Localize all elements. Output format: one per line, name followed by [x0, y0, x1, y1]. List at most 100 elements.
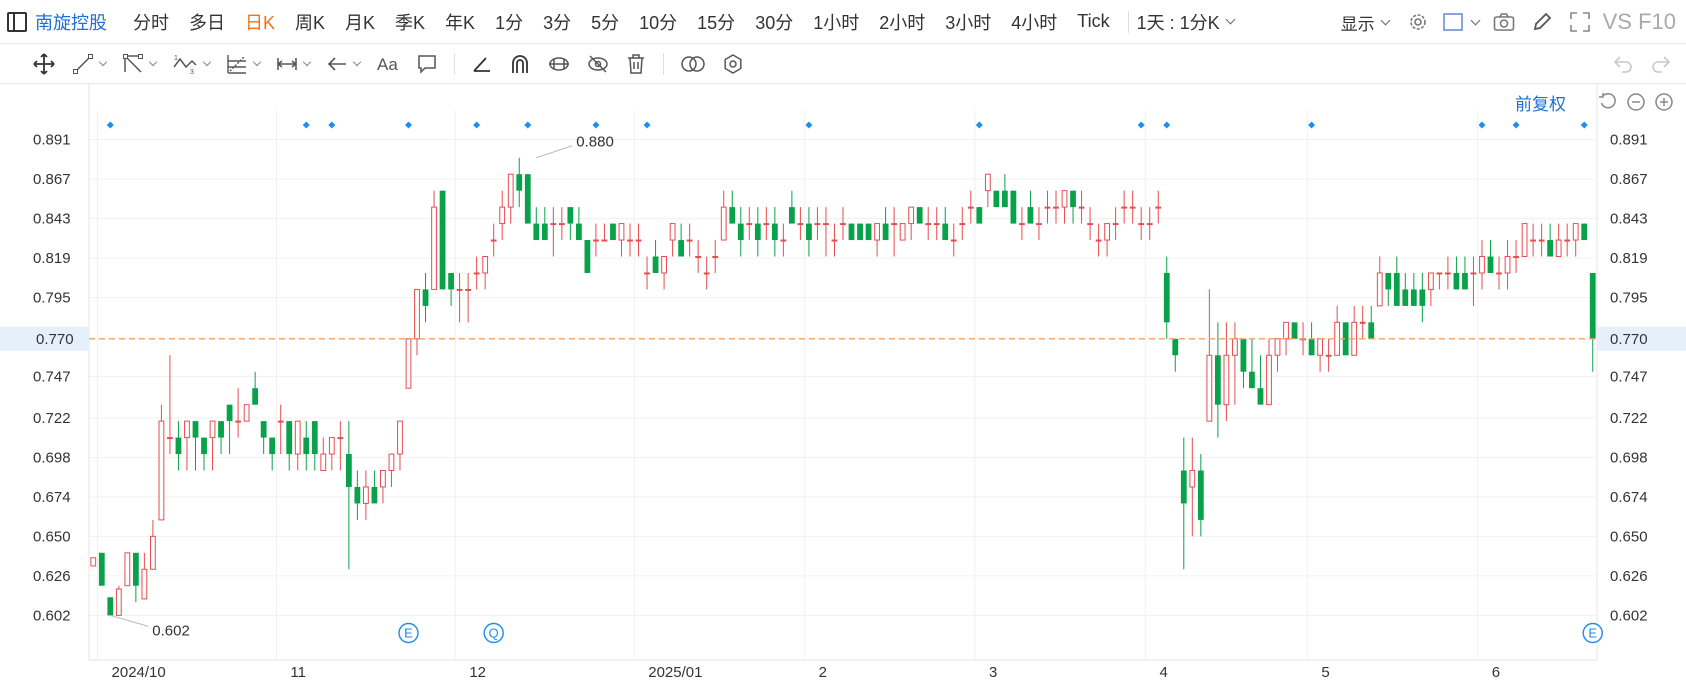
candle-body [175, 437, 182, 455]
candle-body [601, 239, 608, 242]
period-tab[interactable]: 4小时 [1011, 12, 1058, 33]
camera-icon[interactable] [1485, 0, 1523, 44]
trash-icon[interactable] [617, 44, 655, 84]
zoom-in-icon[interactable] [1654, 92, 1674, 112]
period-tab[interactable]: 2小时 [879, 12, 926, 33]
candle [320, 437, 327, 472]
layout-icon[interactable] [1437, 0, 1485, 44]
adjust-mode-label[interactable]: 前复权 [1515, 95, 1566, 114]
period-tab[interactable]: 多日 [189, 12, 225, 33]
period-tab[interactable]: Tick [1077, 11, 1110, 31]
magnet-icon[interactable] [501, 44, 539, 84]
x-tick-label: 4 [1159, 664, 1167, 681]
candle-body [294, 420, 301, 455]
chart-canvas[interactable]: 0.891 0.891 0.867 0.867 0.843 0.843 0.819 0.819… [0, 84, 1686, 687]
candle-body [1496, 272, 1502, 275]
period-tab[interactable]: 日K [245, 12, 276, 33]
chart-settings-icon[interactable] [714, 44, 752, 84]
candle-body [192, 421, 199, 438]
redo-icon[interactable] [1650, 54, 1672, 74]
period-tab[interactable]: 1小时 [813, 12, 860, 33]
candlestick-chart[interactable]: 0.891 0.891 0.867 0.867 0.843 0.843 0.819 0.819… [0, 84, 1686, 687]
candle-body [1104, 223, 1111, 241]
x-tick-label: 12 [469, 664, 486, 681]
period-tab[interactable]: 月K [345, 12, 376, 33]
candle-body [1555, 239, 1562, 258]
candle [175, 421, 182, 471]
text-tool-icon[interactable]: Aa [368, 44, 408, 84]
period-tab[interactable]: 季K [395, 12, 426, 33]
candle-body [1121, 206, 1128, 209]
pen-icon[interactable] [1523, 0, 1561, 44]
candle-body [303, 437, 310, 455]
candle [141, 552, 148, 600]
period-tab[interactable]: 1分 [495, 12, 524, 33]
candle-body [1479, 256, 1485, 274]
period-tab[interactable]: 周K [295, 12, 326, 33]
channel-tool-icon[interactable] [114, 44, 164, 84]
candle-body [950, 239, 957, 242]
comment-tool-icon[interactable] [408, 44, 446, 84]
candle [414, 288, 420, 356]
candle [1112, 207, 1119, 241]
arrow-tool-icon[interactable] [318, 44, 368, 84]
fib-tool-icon[interactable] [218, 44, 268, 84]
stock-name[interactable]: 南旋控股 [35, 12, 107, 33]
candle [209, 420, 216, 471]
candle-body [1070, 190, 1076, 208]
period-tab[interactable]: 30分 [755, 12, 794, 33]
candle-body [1445, 272, 1451, 275]
candle-body [806, 223, 812, 241]
event-marker-circle [398, 622, 419, 644]
candle-body [720, 206, 727, 241]
period-tab[interactable]: 3分 [543, 12, 572, 33]
move-icon[interactable] [24, 44, 64, 84]
candle-body [431, 206, 437, 290]
candle [695, 240, 702, 273]
period-tab[interactable]: 年K [445, 12, 476, 33]
candle [1317, 338, 1324, 372]
vs-f10-logo[interactable]: VS F10 [1602, 9, 1676, 34]
period-tab[interactable]: 10分 [639, 12, 678, 33]
candle-body [1308, 338, 1315, 356]
candle [865, 223, 872, 241]
candle-body [1291, 322, 1298, 339]
compare-icon[interactable] [672, 44, 714, 84]
period-tab[interactable]: 15分 [697, 12, 736, 33]
display-menu[interactable]: 显示 [1341, 10, 1391, 35]
undo-icon[interactable] [1612, 54, 1634, 74]
candle-body [763, 223, 770, 226]
candle [1180, 437, 1187, 570]
candle [98, 552, 105, 586]
candle-body [610, 223, 616, 241]
candle [933, 207, 940, 241]
candle [754, 207, 761, 257]
event-marker[interactable]: Q [483, 622, 504, 644]
candle [184, 420, 190, 471]
event-marker[interactable]: E [398, 622, 419, 644]
period-tab[interactable]: 分时 [133, 12, 169, 33]
settings-icon[interactable] [1399, 0, 1437, 44]
measure-tool-icon[interactable] [268, 44, 318, 84]
dividend-marker [1580, 121, 1588, 129]
candle [1274, 338, 1281, 372]
candle-body [1427, 272, 1434, 290]
line-tool-icon[interactable] [64, 44, 114, 84]
angle-tool-icon[interactable] [463, 44, 501, 84]
zoom-out-icon[interactable] [1626, 92, 1646, 112]
fullscreen-icon[interactable] [1561, 0, 1599, 44]
candle-body [627, 239, 633, 242]
hide-drawings-icon[interactable] [579, 44, 617, 84]
period-tab[interactable]: 5分 [591, 12, 620, 33]
event-marker[interactable]: E [1582, 622, 1603, 644]
period-tab[interactable]: 3小时 [945, 12, 992, 33]
sidebar-toggle-icon[interactable] [7, 11, 27, 32]
candle [158, 404, 165, 521]
candle-body [618, 223, 625, 241]
lock-drawings-icon[interactable] [539, 44, 579, 84]
reset-icon[interactable] [1598, 92, 1618, 112]
dividend-marker [524, 121, 532, 129]
candle [1044, 190, 1051, 224]
range-select[interactable]: 1天 : 1分K [1137, 9, 1236, 35]
